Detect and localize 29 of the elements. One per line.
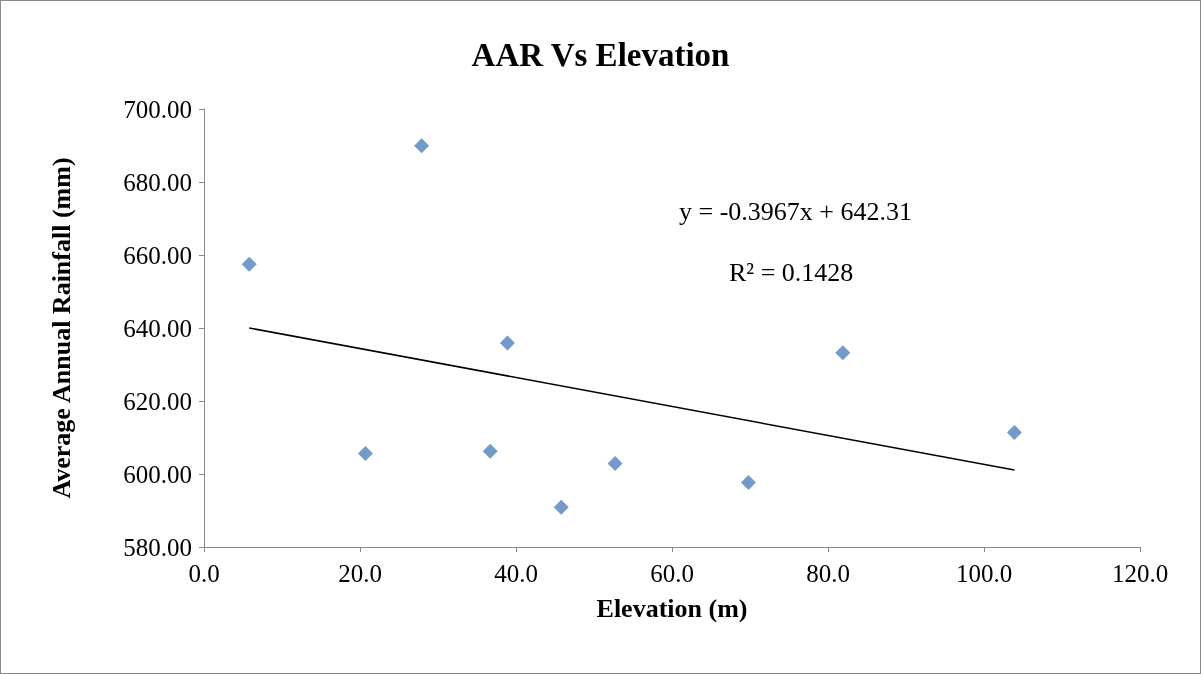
point <box>357 446 373 462</box>
x-tick-label: 80.0 <box>806 560 850 587</box>
point <box>740 474 756 490</box>
x-tick-label: 20.0 <box>338 560 382 587</box>
y-tick-label: 600.00 <box>123 460 192 488</box>
x-tick-label: 60.0 <box>650 560 694 587</box>
point <box>553 499 569 515</box>
x-axis-title: Elevation (m) <box>596 593 748 623</box>
x-tick-label: 0.0 <box>188 560 220 587</box>
annotation: R² = 0.1428 <box>729 257 854 287</box>
y-tick-label: 660.00 <box>123 241 192 269</box>
point <box>414 138 430 154</box>
y-tick-label: 700.00 <box>123 95 192 123</box>
y-tick-label: 680.00 <box>123 168 192 196</box>
y-tick-label: 620.00 <box>123 387 192 415</box>
point <box>1006 424 1022 440</box>
chart-title: AAR Vs Elevation <box>471 36 730 73</box>
point <box>835 345 851 361</box>
annotation: y = -0.3967x + 642.31 <box>679 196 912 226</box>
x-tick-label: 40.0 <box>494 560 538 587</box>
y-tick-label: 640.00 <box>123 314 192 342</box>
point <box>607 455 623 471</box>
y-tick-label: 580.00 <box>123 533 192 561</box>
point <box>482 443 498 459</box>
y-axis-title: Average Annual Rainfall (mm) <box>46 157 76 499</box>
point <box>499 335 515 351</box>
point <box>241 256 257 272</box>
x-tick-label: 120.0 <box>1111 560 1169 587</box>
x-tick-label: 100.0 <box>955 560 1013 587</box>
